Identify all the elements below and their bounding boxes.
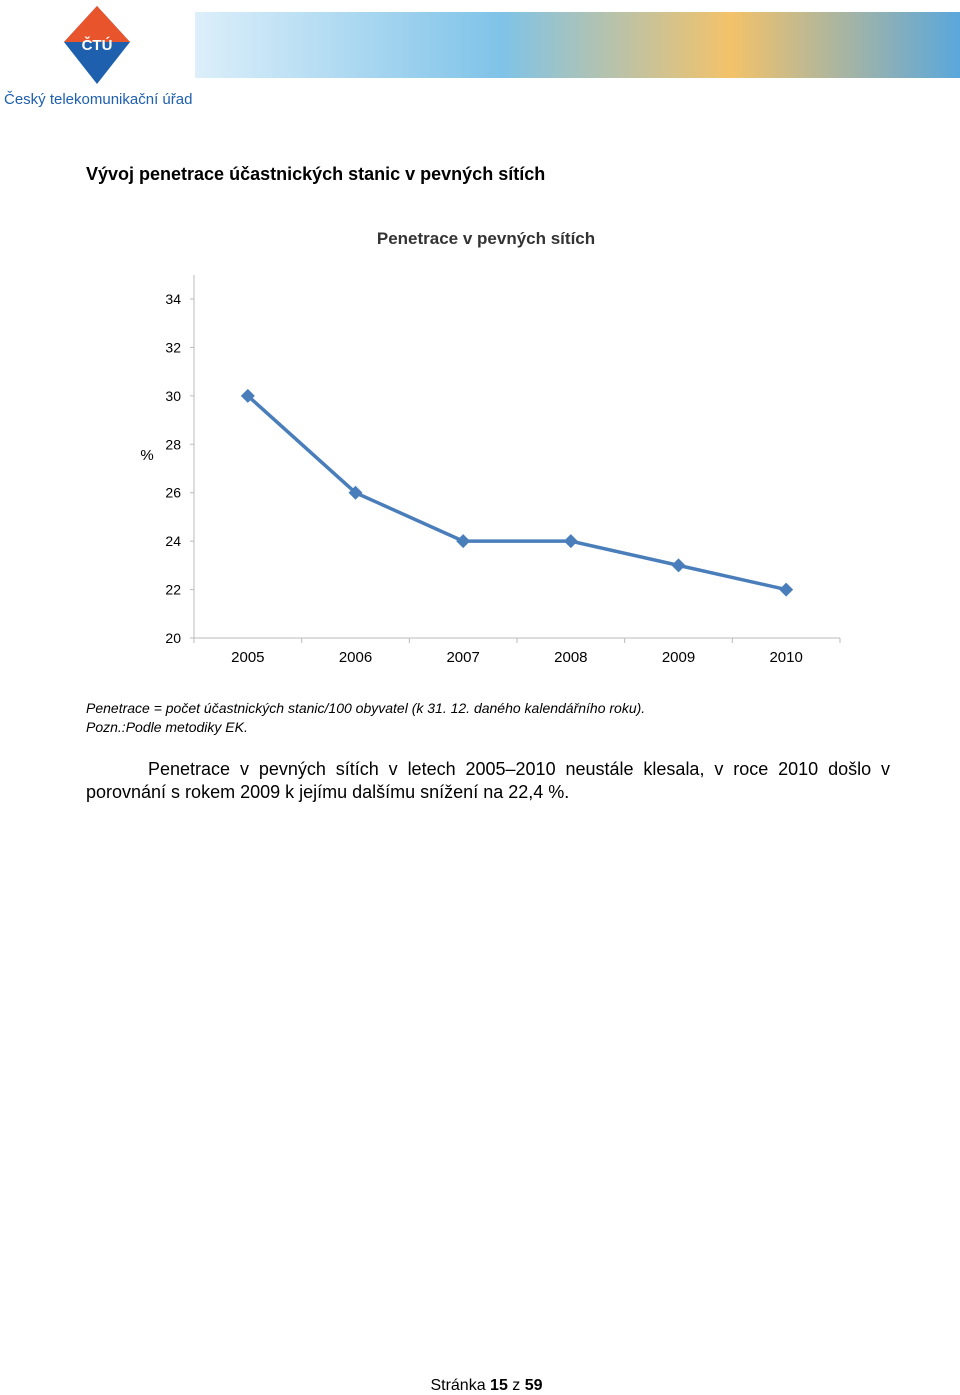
notes: Penetrace = počet účastnických stanic/10… [86, 699, 645, 737]
y-tick-label: 28 [165, 436, 181, 452]
logo-top [64, 6, 130, 42]
data-marker [671, 558, 686, 573]
x-tick-label: 2008 [554, 649, 587, 666]
y-tick-label: 32 [165, 339, 181, 355]
footer-text: z [512, 1377, 521, 1394]
x-tick-label: 2010 [769, 649, 802, 666]
footer-text: Stránka [430, 1377, 486, 1394]
header: ČTÚ Český telekomunikační úřad [4, 6, 960, 108]
x-tick-label: 2007 [446, 649, 479, 666]
chart: Penetrace v pevných sítích % 20 22 24 26 28 3… [140, 229, 841, 666]
y-axis-label: % [140, 447, 153, 464]
note: Penetrace = počet účastnických stanic/10… [86, 700, 646, 716]
y-tick-label: 20 [165, 630, 181, 646]
data-marker [779, 582, 794, 597]
x-tick-label: 2005 [231, 649, 264, 666]
y-tick-label: 34 [165, 291, 181, 307]
data-line [246, 394, 787, 592]
page-total: 59 [524, 1377, 543, 1394]
paragraph: Penetrace v pevných sítích v letech 2005… [86, 759, 890, 802]
note: Pozn.:Podle metodiky EK. [86, 719, 248, 735]
y-tick-label: 26 [165, 485, 181, 501]
data-marker [240, 388, 255, 403]
x-tick-label: 2009 [662, 649, 695, 666]
page-number: 15 [490, 1377, 508, 1394]
data-marker [456, 534, 471, 549]
banner [195, 12, 960, 78]
organization: Český telekomunikační úřad [4, 91, 192, 108]
logo-text: ČTÚ [82, 36, 113, 54]
footer: Stránka 15 z 59 [0, 1377, 960, 1395]
y-tick-label: 30 [165, 388, 181, 404]
y-tick-label: 24 [165, 533, 181, 549]
y-tick-label: 22 [165, 582, 181, 598]
data-marker [348, 485, 363, 500]
chart-title: Penetrace v pevných sítích [377, 229, 595, 248]
heading: Vývoj penetrace účastnických stanic v pe… [86, 164, 546, 184]
x-tick-label: 2006 [339, 649, 372, 666]
data-marker [563, 534, 578, 549]
